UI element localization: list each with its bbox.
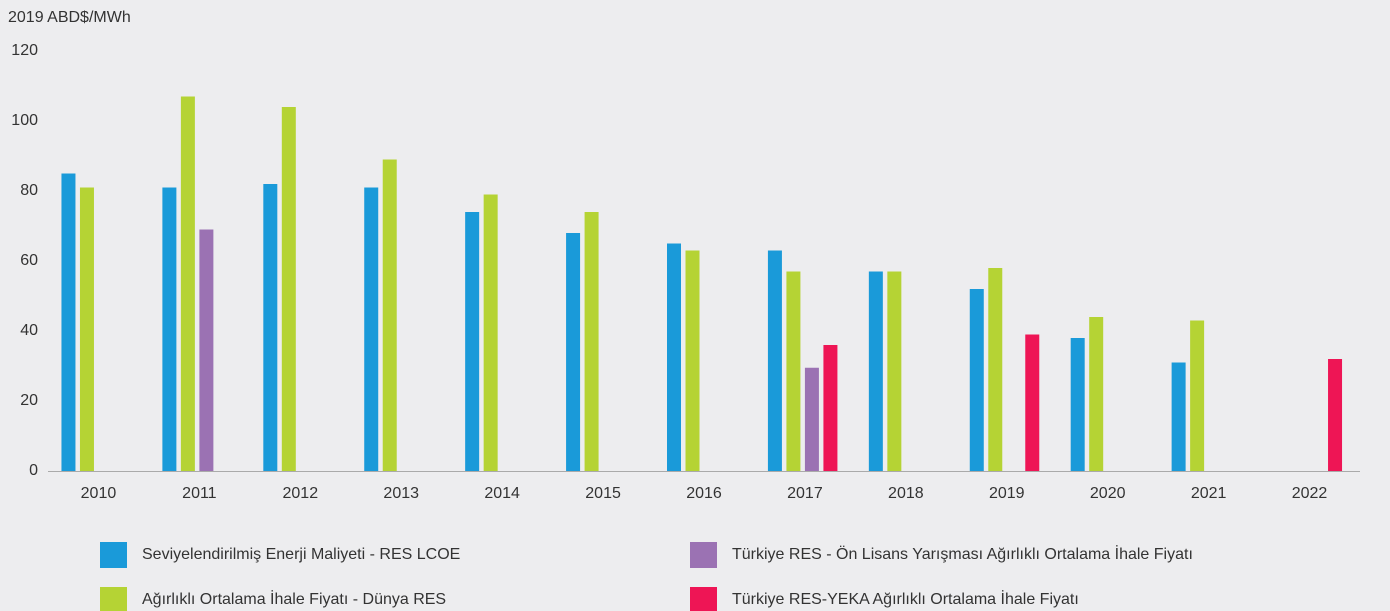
bar <box>566 233 581 471</box>
x-tick-label: 2010 <box>81 485 117 502</box>
x-tick-label: 2013 <box>383 485 419 502</box>
x-tick-label: 2016 <box>686 485 722 502</box>
legend-swatch <box>100 542 127 568</box>
x-tick-label: 2018 <box>888 485 924 502</box>
bar <box>868 271 883 471</box>
x-tick-label: 2011 <box>182 485 217 502</box>
bar <box>1025 334 1040 471</box>
x-tick-label: 2020 <box>1090 485 1126 502</box>
bar <box>199 229 214 471</box>
x-tick-label: 2012 <box>283 485 319 502</box>
bar <box>1328 359 1343 471</box>
legend-label: Türkiye RES - Ön Lisans Yarışması Ağırlı… <box>732 544 1193 563</box>
y-tick-label: 60 <box>20 252 38 269</box>
legend-label: Ağırlıklı Ortalama İhale Fiyatı - Dünya … <box>142 589 446 608</box>
legend-swatch <box>100 587 127 611</box>
bar <box>667 243 681 471</box>
bar <box>584 212 599 471</box>
bar <box>1190 320 1205 471</box>
bar <box>685 250 700 471</box>
bar <box>969 289 984 471</box>
bar <box>382 159 397 471</box>
legend-label: Türkiye RES-YEKA Ağırlıklı Ortalama İhal… <box>732 589 1079 608</box>
legend-label: Seviyelendirilmiş Enerji Maliyeti - RES … <box>142 546 460 563</box>
x-tick-label: 2019 <box>989 485 1025 502</box>
bar <box>823 345 838 471</box>
bar <box>281 107 296 471</box>
legend-swatch <box>690 542 717 568</box>
x-tick-label: 2015 <box>585 485 621 502</box>
y-tick-label: 120 <box>11 42 38 59</box>
bar <box>767 250 782 471</box>
bar <box>465 212 480 471</box>
y-tick-label: 20 <box>20 392 38 409</box>
y-axis-label: 2019 ABD$/MWh <box>8 9 131 26</box>
x-tick-label: 2021 <box>1191 485 1227 502</box>
bar <box>61 173 76 471</box>
bar <box>1070 338 1085 471</box>
x-tick-label: 2022 <box>1292 485 1328 502</box>
bar <box>180 96 195 471</box>
y-tick-label: 100 <box>11 112 38 129</box>
bar <box>483 194 498 471</box>
bar <box>887 271 902 471</box>
bar <box>1171 362 1186 471</box>
y-tick-label: 0 <box>29 462 38 479</box>
y-tick-label: 40 <box>20 322 38 339</box>
bar <box>786 271 801 471</box>
bar <box>1089 317 1104 471</box>
bar <box>988 268 1003 471</box>
bar <box>364 187 379 471</box>
bar <box>162 187 177 471</box>
x-tick-label: 2014 <box>484 485 520 502</box>
legend-swatch <box>690 587 717 611</box>
bar <box>79 187 94 471</box>
x-tick-label: 2017 <box>787 485 823 502</box>
bar <box>263 184 278 471</box>
bar <box>804 367 819 471</box>
y-tick-label: 80 <box>20 182 38 199</box>
